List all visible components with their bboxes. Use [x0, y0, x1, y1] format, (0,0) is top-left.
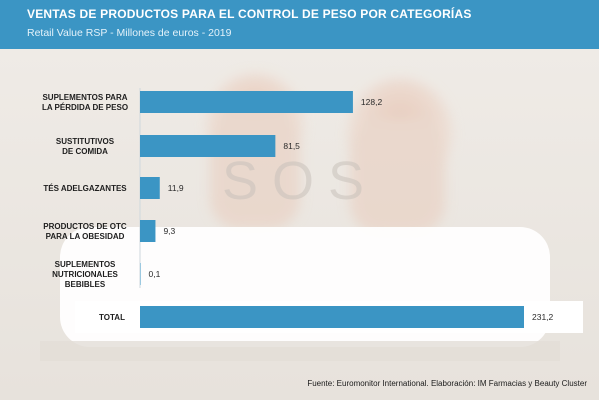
category-label: SUPLEMENTOS NUTRICIONALES BEBIBLES [52, 260, 118, 289]
data-label: 9,3 [163, 226, 175, 236]
category-label-line: PARA LA OBESIDAD [46, 232, 125, 241]
bar [140, 220, 156, 242]
category-label-line: TOTAL [99, 313, 125, 322]
chart-title: VENTAS DE PRODUCTOS PARA EL CONTROL DE P… [27, 7, 472, 21]
category-label-line: SUPLEMENTOS PARA [42, 93, 127, 102]
chart-subtitle: Retail Value RSP - Millones de euros - 2… [27, 27, 232, 39]
category-label: SUSTITUTIVOS DE COMIDA [56, 137, 115, 156]
data-label: 128,2 [361, 97, 383, 107]
data-label: 231,2 [532, 312, 554, 322]
bar [140, 91, 353, 113]
data-label: 11,9 [168, 183, 184, 193]
category-label-line: PRODUCTOS DE OTC [43, 222, 127, 231]
category-label: TOTAL [99, 313, 125, 322]
bar [140, 135, 276, 157]
category-label: SUPLEMENTOS PARA LA PÉRDIDA DE PESO [42, 93, 128, 112]
category-label-line: DE COMIDA [62, 147, 108, 156]
category-label-line: SUSTITUTIVOS [56, 137, 115, 146]
category-label: TÉS ADELGAZANTES [43, 184, 127, 193]
category-label-line: BEBIBLES [65, 280, 106, 289]
data-label: 81,5 [283, 141, 300, 151]
category-label: PRODUCTOS DE OTC PARA LA OBESIDAD [43, 222, 127, 241]
category-label-line: NUTRICIONALES [52, 270, 118, 279]
chart-header: VENTAS DE PRODUCTOS PARA EL CONTROL DE P… [0, 0, 599, 49]
bar [140, 263, 141, 285]
watermark-text: SOS [222, 151, 378, 211]
bar [140, 306, 524, 328]
category-label-line: LA PÉRDIDA DE PESO [42, 103, 128, 112]
data-label: 0,1 [149, 269, 161, 279]
source-note: Fuente: Euromonitor International. Elabo… [307, 379, 587, 388]
bar [140, 177, 160, 199]
category-label-line: SUPLEMENTOS [55, 260, 116, 269]
category-label-line: TÉS ADELGAZANTES [43, 184, 127, 193]
